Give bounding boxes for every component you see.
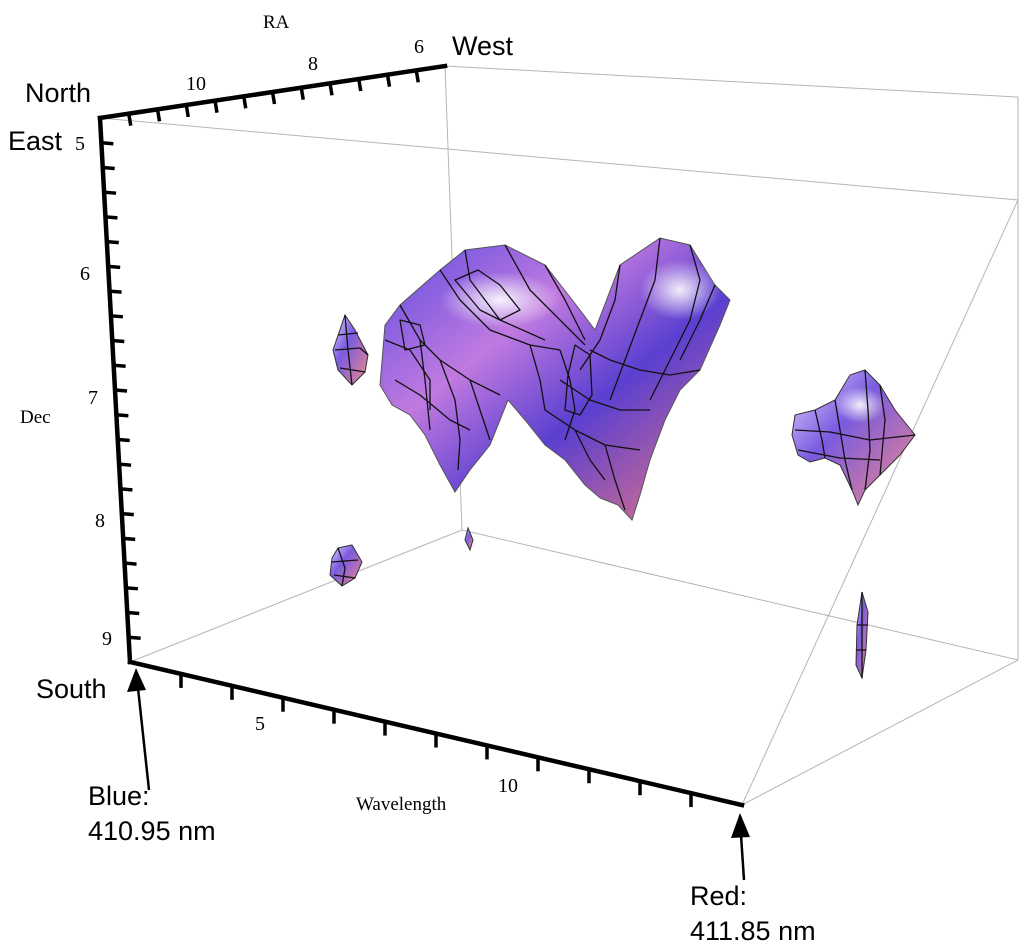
isosurface-left-lower-blob [329,544,363,587]
ra-axis-label: RA [263,12,290,33]
dec-tick-label-5: 5 [75,133,85,155]
dec-tick-mark [128,635,141,641]
wavelength-axis [127,659,745,808]
dec-tick-label-9: 9 [102,628,112,650]
dec-tick-label-6: 6 [80,263,90,285]
dec-axis-label: Dec [20,407,51,428]
dec-tick-mark [125,586,139,591]
ra-tick-mark [184,104,190,118]
dec-tick-mark [113,363,126,369]
dec-tick-mark [127,610,140,616]
isosurface-main-blob [379,237,731,521]
dec-tick-mark [123,536,136,542]
isosurface-left-upper-blob [332,313,369,386]
wavelength-axis-label: Wavelength [356,794,447,815]
dec-tick-mark [120,487,133,492]
wavelength-tick-label-5: 5 [255,713,265,735]
ra-tick-label-10: 10 [186,73,206,95]
red-end-arrow [731,813,750,881]
red-end-wavelength: 411.85 nm [690,916,816,945]
ra-tick-label-8: 8 [308,53,318,75]
dec-tick-mark [102,165,115,171]
dec-tick-mark [106,239,119,245]
ra-axis [97,63,448,126]
ra-tick-mark [242,96,248,109]
ra-tick-mark [299,87,305,100]
isosurface-tiny-center-blob [464,526,474,552]
dec-tick-mark [101,140,114,146]
isosurface-right-thin-blob [855,591,869,680]
red-end-label: Red: [690,881,747,911]
wavelength-axis-ticks [179,673,693,808]
ra-tick-mark [414,70,420,83]
blue-end-label: Blue: [88,781,150,811]
dec-tick-mark [121,511,134,517]
dec-tick-mark [103,190,117,195]
dec-tick-mark [114,388,128,393]
dec-tick-mark [117,437,130,443]
wavelength-tick-label-10: 10 [498,775,518,797]
dec-tick-mark [116,412,129,418]
ra-tick-mark [213,100,219,113]
dec-axis-ticks [101,140,141,641]
isosurface-right-blob [791,369,916,507]
ra-tick-mark [357,78,363,92]
blue-end-wavelength: 410.95 nm [88,816,216,846]
dec-axis [97,115,141,665]
dec-tick-label-8: 8 [95,510,105,532]
ra-tick-label-6: 6 [414,36,424,58]
dec-tick-mark [112,338,125,344]
dec-tick-mark [110,314,124,319]
ra-tick-mark [155,109,162,122]
ra-axis-ticks [127,70,420,126]
ra-tick-mark [127,113,133,126]
ra-tick-mark [328,83,334,96]
dec-tick-mark [124,561,137,566]
ra-tick-mark [385,74,392,87]
dec-tick-mark [118,462,132,467]
north-label: North [25,78,91,108]
ra-tick-mark [270,91,277,105]
blue-end-arrow [127,668,151,791]
east-label: East [8,126,63,156]
dec-tick-mark [109,289,122,294]
west-label: West [452,31,514,61]
south-label: South [36,674,107,704]
dec-tick-label-7: 7 [88,387,98,409]
dec-tick-mark [108,264,121,270]
dec-tick-mark [105,215,118,220]
